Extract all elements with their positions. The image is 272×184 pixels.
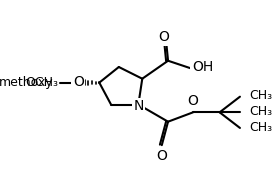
Text: CH₃: CH₃ xyxy=(249,89,272,102)
Text: CH₃: CH₃ xyxy=(249,105,272,118)
Text: O: O xyxy=(159,30,169,44)
Text: OCH₃: OCH₃ xyxy=(26,76,59,89)
Text: OH: OH xyxy=(192,60,213,74)
Text: O: O xyxy=(73,75,84,89)
Text: O: O xyxy=(188,94,199,108)
Text: N: N xyxy=(133,99,144,113)
Text: O: O xyxy=(156,149,167,163)
Text: CH₃: CH₃ xyxy=(249,121,272,134)
Text: methoxy: methoxy xyxy=(0,76,54,89)
